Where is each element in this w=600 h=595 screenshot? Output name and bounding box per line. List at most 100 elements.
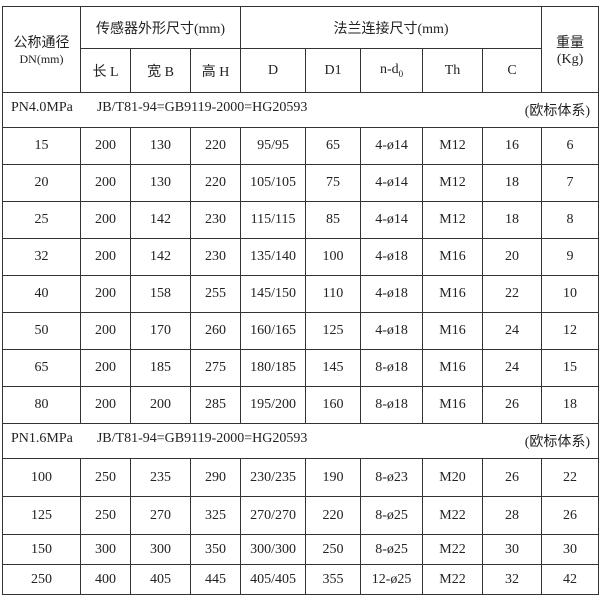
table-cell: 400	[80, 564, 131, 595]
header-row: 公称通径 DN(mm) 传感器外形尺寸(mm) 法兰连接尺寸(mm) 重量 (Kg)	[2, 6, 600, 93]
table-cell: 24	[482, 312, 543, 350]
section-cell: PN1.6MPa JB/T81-94=GB9119-2000=HG20593 (欧标…	[1, 423, 600, 459]
table-cell: 8-ø25	[360, 496, 424, 535]
table-cell: 235	[130, 458, 191, 497]
table-cell: M16	[422, 312, 484, 350]
table-cell: M16	[422, 238, 484, 276]
table-cell: M22	[422, 564, 484, 595]
table-cell: 250	[80, 496, 131, 535]
table-cell: 160/165	[240, 312, 307, 350]
table-cell: 26	[482, 386, 543, 424]
table-cell: 50	[2, 312, 81, 350]
table-row: 20 200 130 220 105/105 75 4-ø14 M12 18 7	[2, 164, 600, 202]
table-cell: 30	[482, 534, 543, 565]
table-cell: 22	[541, 458, 600, 497]
table-cell: 15	[2, 127, 81, 165]
table-cell: 300	[80, 534, 131, 565]
table-cell: 290	[189, 458, 242, 497]
spec-table: 公称通径 DN(mm) 传感器外形尺寸(mm) 法兰连接尺寸(mm) 重量 (Kg)…	[1, 6, 600, 595]
sensor-header: 传感器外形尺寸(mm)	[79, 6, 242, 49]
table-cell: 142	[130, 238, 191, 276]
system: (欧标体系)	[524, 104, 591, 119]
table-cell: 125	[305, 312, 362, 350]
section-cell: PN4.0MPa JB/T81-94=GB9119-2000=HG20593 (欧标…	[1, 92, 600, 128]
col-nd: n-d0	[360, 48, 424, 93]
table-row: 15 200 130 220 95/95 65 4-ø14 M12 16 6	[2, 127, 600, 165]
table-row: 100 250 235 290 230/235 190 8-ø23 M20 26 22	[2, 458, 600, 497]
table-row: 80 200 200 285 195/200 160 8-ø18 M16 26 18	[2, 386, 600, 424]
table-cell: 4-ø18	[360, 312, 424, 350]
table-cell: 250	[2, 564, 81, 595]
table-cell: 4-ø18	[360, 275, 424, 313]
table-cell: 200	[80, 349, 131, 387]
table-row: 250 400 405 445 405/405 355 12-ø25 M22 32 42	[2, 564, 600, 595]
table-cell: M16	[422, 349, 484, 387]
flange-header: 法兰连接尺寸(mm)	[240, 6, 543, 49]
table-cell: 255	[189, 275, 242, 313]
table-cell: 200	[80, 127, 131, 165]
table-row: 32 200 142 230 135/140 100 4-ø18 M16 20 9	[2, 238, 600, 276]
col-l: 长 L	[80, 48, 131, 93]
table-cell: 18	[482, 201, 543, 239]
table-cell: 185	[130, 349, 191, 387]
table-row: 150 300 300 350 300/300 250 8-ø25 M22 30 30	[2, 534, 600, 565]
table-cell: 8-ø23	[360, 458, 424, 497]
table-cell: 158	[130, 275, 191, 313]
table-cell: M16	[422, 275, 484, 313]
table-cell: 200	[130, 386, 191, 424]
table-cell: 110	[305, 275, 362, 313]
table-row: 40 200 158 255 145/150 110 4-ø18 M16 22 10	[2, 275, 600, 313]
table-cell: 125	[2, 496, 81, 535]
table-cell: 16	[482, 127, 543, 165]
table-cell: 275	[189, 349, 242, 387]
table-cell: 260	[189, 312, 242, 350]
table-cell: 160	[305, 386, 362, 424]
table-cell: 30	[541, 534, 600, 565]
table-cell: 28	[482, 496, 543, 535]
table-cell: 32	[2, 238, 81, 276]
weight-header: 重量 (Kg)	[541, 6, 600, 93]
standard: JB/T81-94=GB9119-2000=HG20593	[96, 100, 308, 115]
table-cell: 8-ø18	[360, 386, 424, 424]
table-cell: 250	[80, 458, 131, 497]
table-cell: 220	[305, 496, 362, 535]
table-cell: 130	[130, 164, 191, 202]
table-cell: 270/270	[240, 496, 307, 535]
table-cell: 145/150	[240, 275, 307, 313]
table-cell: 405	[130, 564, 191, 595]
col-th: Th	[422, 48, 484, 93]
table-cell: 325	[189, 496, 242, 535]
col-h: 高 H	[189, 48, 242, 93]
table-cell: 230/235	[240, 458, 307, 497]
section-row: PN1.6MPa JB/T81-94=GB9119-2000=HG20593 (欧标…	[1, 423, 600, 459]
table-cell: 105/105	[240, 164, 307, 202]
table-cell: 18	[482, 164, 543, 202]
table-cell: 10	[541, 275, 600, 313]
table-row: 25 200 142 230 115/115 85 4-ø14 M12 18 8	[2, 201, 600, 239]
table-cell: 150	[2, 534, 81, 565]
table-cell: 24	[482, 349, 543, 387]
table-cell: 40	[2, 275, 81, 313]
table-cell: 65	[2, 349, 81, 387]
table-cell: 25	[2, 201, 81, 239]
pressure: PN1.6MPa	[11, 431, 73, 446]
table-row: 50 200 170 260 160/165 125 4-ø18 M16 24 12	[2, 312, 600, 350]
table-cell: 130	[130, 127, 191, 165]
table-cell: 18	[541, 386, 600, 424]
table-cell: 355	[305, 564, 362, 595]
table-cell: M22	[422, 534, 484, 565]
table-cell: 142	[130, 201, 191, 239]
table-cell: 80	[2, 386, 81, 424]
col-d: D	[240, 48, 307, 93]
table-cell: 8-ø18	[360, 349, 424, 387]
col-d1: D1	[305, 48, 362, 93]
table-cell: 8-ø25	[360, 534, 424, 565]
table-cell: 4-ø18	[360, 238, 424, 276]
col-c: C	[482, 48, 543, 93]
table-cell: 12-ø25	[360, 564, 424, 595]
table-cell: 4-ø14	[360, 201, 424, 239]
table-cell: 300/300	[240, 534, 307, 565]
table-cell: 135/140	[240, 238, 307, 276]
section-row: PN4.0MPa JB/T81-94=GB9119-2000=HG20593 (欧标…	[1, 92, 600, 128]
table-cell: 200	[80, 386, 131, 424]
